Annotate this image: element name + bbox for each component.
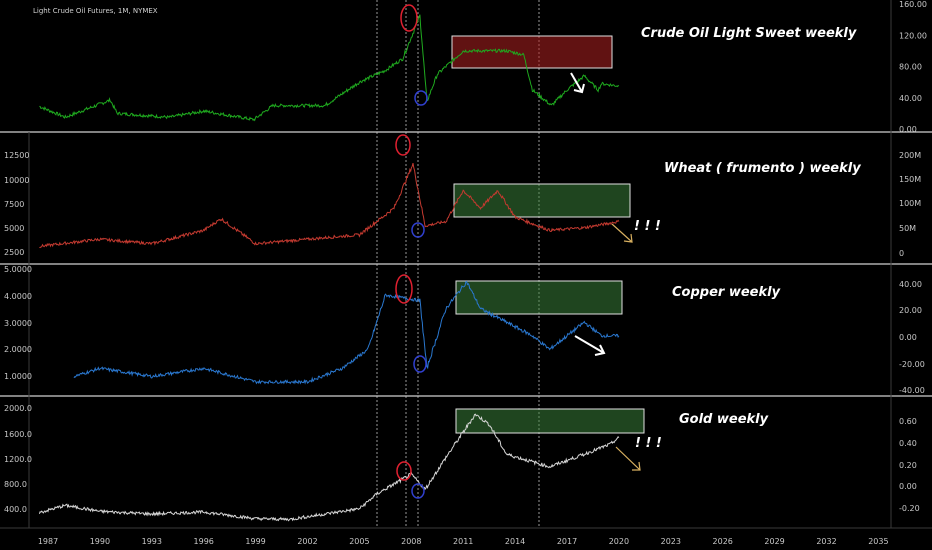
right-y-tick-label: -40.00 bbox=[899, 386, 925, 395]
right-y-tick-label: -20.00 bbox=[899, 360, 925, 369]
right-y-tick-label: -0.20 bbox=[899, 504, 920, 513]
gold-panel-title: Gold weekly bbox=[679, 412, 769, 427]
oil-low-circle bbox=[414, 90, 428, 106]
left-y-tick-label: 5000 bbox=[4, 224, 24, 233]
right-y-tick-label: 0.00 bbox=[899, 482, 917, 491]
wheat-zone bbox=[453, 183, 631, 218]
x-tick-label: 2023 bbox=[661, 537, 681, 546]
x-tick-label: 1990 bbox=[90, 537, 110, 546]
x-tick-label: 2002 bbox=[297, 537, 317, 546]
oil-price-line bbox=[39, 14, 620, 122]
copper-down-arrow bbox=[574, 335, 606, 356]
copper-panel-title: Copper weekly bbox=[672, 285, 781, 300]
left-y-tick-label: 1.0000 bbox=[4, 372, 32, 381]
x-tick-label: 1999 bbox=[245, 537, 265, 546]
right-y-tick-label: 0.20 bbox=[899, 461, 917, 470]
right-y-tick-label: 150M bbox=[899, 175, 921, 184]
right-y-tick-label: 160.00 bbox=[899, 0, 927, 9]
chart-symbol-label: Light Crude Oil Futures, 1M, NYMEX bbox=[33, 7, 158, 15]
right-y-tick-label: 80.00 bbox=[899, 63, 922, 72]
left-y-tick-label: 5.0000 bbox=[4, 265, 32, 274]
x-tick-label: 2029 bbox=[764, 537, 784, 546]
gold-down-arrow bbox=[615, 446, 641, 471]
x-tick-label: 2017 bbox=[557, 537, 577, 546]
left-y-tick-label: 12500 bbox=[4, 151, 29, 160]
wheat-peak-circle bbox=[395, 134, 411, 156]
right-y-tick-label: 40.00 bbox=[899, 94, 922, 103]
right-y-tick-label: 0.40 bbox=[899, 439, 917, 448]
right-y-tick-label: 50M bbox=[899, 224, 916, 233]
gold-price-line bbox=[38, 413, 620, 522]
right-y-tick-label: 20.00 bbox=[899, 306, 922, 315]
left-y-tick-label: 2500 bbox=[4, 248, 24, 257]
right-y-tick-label: 200M bbox=[899, 151, 921, 160]
wheat-down-arrow bbox=[611, 223, 633, 243]
x-tick-label: 2035 bbox=[868, 537, 888, 546]
left-y-tick-label: 2000.0 bbox=[4, 404, 32, 413]
x-tick-label: 2014 bbox=[505, 537, 525, 546]
left-y-tick-label: 4.0000 bbox=[4, 292, 32, 301]
left-y-tick-label: 400.0 bbox=[4, 505, 27, 514]
x-tick-label: 1993 bbox=[142, 537, 162, 546]
left-y-tick-label: 1600.0 bbox=[4, 430, 32, 439]
gold-peak-circle bbox=[396, 461, 412, 481]
x-tick-label: 1987 bbox=[38, 537, 58, 546]
left-y-tick-label: 800.0 bbox=[4, 480, 27, 489]
oil-panel-title: Crude Oil Light Sweet weekly bbox=[641, 26, 857, 41]
right-y-tick-label: 0.00 bbox=[899, 333, 917, 342]
x-tick-label: 2008 bbox=[401, 537, 421, 546]
x-tick-label: 1996 bbox=[194, 537, 214, 546]
right-y-tick-label: 120.00 bbox=[899, 31, 927, 40]
x-tick-label: 2020 bbox=[609, 537, 629, 546]
left-y-tick-label: 7500 bbox=[4, 200, 24, 209]
oil-down-arrow bbox=[570, 72, 585, 94]
right-y-tick-label: 0.60 bbox=[899, 417, 917, 426]
gold-low-circle bbox=[411, 483, 425, 499]
wheat-exclamation: ! ! ! bbox=[634, 219, 661, 234]
wheat-price-line bbox=[39, 162, 620, 249]
left-y-tick-label: 2.0000 bbox=[4, 345, 32, 354]
gold-exclamation: ! ! ! bbox=[635, 436, 662, 451]
copper-peak-circle bbox=[395, 274, 413, 304]
copper-zone bbox=[455, 280, 623, 315]
oil-peak-circle bbox=[400, 4, 418, 32]
right-y-tick-label: 0.00 bbox=[899, 125, 917, 134]
wheat-panel-title: Wheat ( frumento ) weekly bbox=[664, 161, 861, 176]
right-y-tick-label: 100M bbox=[899, 199, 921, 208]
gold-zone bbox=[455, 408, 645, 434]
x-tick-label: 2026 bbox=[713, 537, 733, 546]
left-y-tick-label: 10000 bbox=[4, 176, 29, 185]
x-tick-label: 2005 bbox=[349, 537, 369, 546]
wheat-low-circle bbox=[411, 222, 425, 238]
copper-low-circle bbox=[413, 355, 427, 373]
tick-layer: 1987 1990 1993 1996 1999 2002 2005 2008 2011 2014… bbox=[4, 0, 927, 546]
oil-sell-zone bbox=[451, 35, 613, 69]
left-y-tick-label: 1200.0 bbox=[4, 455, 32, 464]
series-layer bbox=[38, 14, 620, 522]
x-tick-label: 2032 bbox=[816, 537, 836, 546]
right-y-tick-label: 0 bbox=[899, 249, 904, 258]
right-y-tick-label: 40.00 bbox=[899, 280, 922, 289]
left-y-tick-label: 3.0000 bbox=[4, 319, 32, 328]
copper-price-line bbox=[73, 281, 620, 385]
x-tick-label: 2011 bbox=[453, 537, 473, 546]
